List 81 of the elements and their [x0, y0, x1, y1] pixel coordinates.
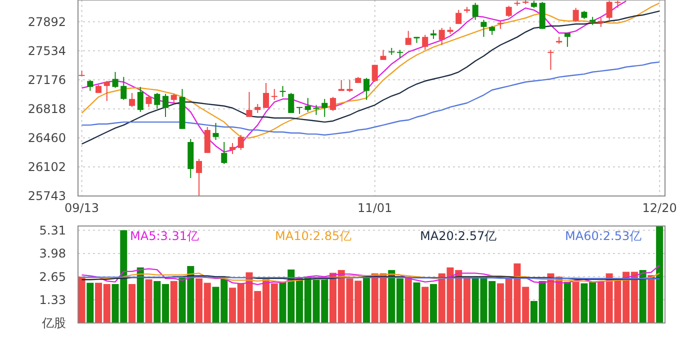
candlestick — [229, 142, 236, 154]
candlestick — [254, 103, 261, 114]
candlestick — [606, 0, 612, 20]
candlestick — [238, 134, 244, 150]
candlestick — [330, 96, 336, 112]
candlestick — [456, 9, 462, 24]
candlestick — [313, 104, 320, 116]
bar — [572, 282, 580, 323]
text: MA10:2.85亿 — [275, 229, 352, 243]
y-tick-label: 亿股 — [41, 316, 66, 330]
candlestick — [104, 80, 110, 102]
y-tick-label: 25743 — [28, 189, 66, 204]
bar — [648, 275, 655, 323]
text: MA20:2.57亿 — [420, 229, 497, 243]
bar — [145, 279, 152, 323]
y-tick-label: 27176 — [28, 72, 66, 87]
candlestick — [363, 77, 370, 100]
bar — [362, 276, 370, 323]
candlestick — [146, 94, 152, 108]
bar — [564, 282, 571, 323]
x-tick-label: 09/13 — [64, 201, 100, 215]
text: MA5:3.31亿 — [130, 229, 199, 243]
bar — [404, 276, 412, 323]
y-tick-label: 1.33 — [39, 292, 66, 307]
candlestick — [262, 82, 269, 108]
bar — [128, 284, 136, 323]
candlestick — [598, 17, 604, 28]
candlestick — [372, 64, 378, 82]
candlestick — [338, 79, 344, 92]
candlestick — [221, 141, 228, 164]
x-tick-label: 12/20 — [642, 201, 677, 215]
candlestick — [564, 32, 570, 48]
bar — [422, 286, 429, 323]
candlestick — [438, 27, 445, 46]
candlestick — [87, 79, 94, 92]
text: MA60:2.53亿 — [565, 229, 642, 243]
candlestick — [246, 91, 252, 118]
bar — [430, 284, 437, 323]
x-tick-label: 11/01 — [358, 201, 392, 215]
line-series — [81, 61, 660, 136]
bar — [413, 282, 420, 323]
candlestick — [120, 76, 127, 100]
candlestick — [137, 86, 144, 112]
candlestick — [489, 25, 496, 36]
candlestick — [430, 29, 436, 40]
candlestick — [170, 93, 177, 104]
candlestick — [212, 122, 219, 140]
candlestick — [154, 92, 160, 110]
y-tick-label: 26818 — [28, 102, 66, 116]
bar — [86, 282, 94, 323]
candlestick — [380, 49, 386, 60]
candlestick — [548, 49, 554, 70]
candlestick — [322, 98, 328, 118]
y-tick-label: 27534 — [28, 44, 66, 58]
candlestick — [422, 34, 428, 50]
y-tick-label: 3.98 — [39, 246, 66, 261]
y-tick-label: 5.31 — [39, 223, 66, 238]
bar — [639, 270, 646, 323]
bar — [136, 267, 144, 323]
candlestick — [112, 71, 118, 88]
candlestick — [129, 92, 136, 108]
candlestick — [405, 30, 412, 46]
candlestick — [346, 79, 353, 92]
y-tick-label: 2.65 — [39, 270, 66, 284]
candlestick — [472, 2, 478, 20]
candlestick — [271, 88, 278, 100]
candlestick — [288, 92, 294, 114]
bar — [78, 276, 86, 323]
candlestick — [162, 93, 169, 118]
bar — [170, 281, 178, 323]
y-tick-label: 26102 — [28, 160, 66, 174]
y-tick-label: 26460 — [28, 131, 66, 146]
candlestick — [304, 97, 311, 112]
candlestick — [506, 5, 512, 18]
candlestick — [280, 85, 286, 98]
candlestick — [480, 19, 487, 38]
y-tick-label: 27892 — [28, 14, 66, 29]
bar — [656, 226, 664, 323]
candlestick — [572, 7, 579, 22]
candlestick — [204, 126, 210, 154]
candlestick — [196, 158, 202, 196]
